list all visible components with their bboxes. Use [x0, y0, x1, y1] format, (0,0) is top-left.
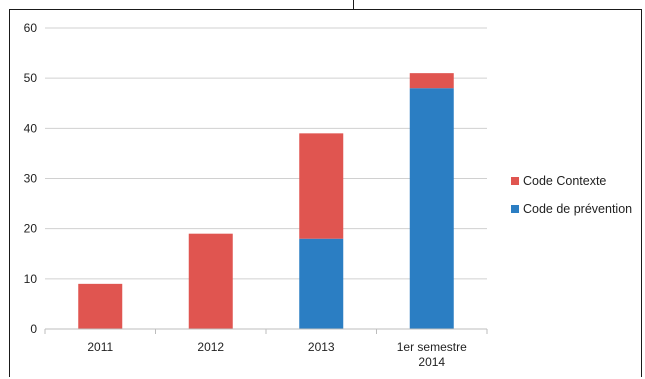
legend-label: Code de prévention [523, 202, 632, 216]
legend-swatch [511, 205, 519, 213]
y-axis: 0 10 20 30 40 50 60 [24, 21, 38, 336]
bar-segment [299, 133, 344, 239]
x-tick-label: 2014 [418, 355, 445, 369]
x-tick-label: 2012 [197, 340, 224, 354]
y-tick-label: 20 [24, 222, 38, 236]
legend-label: Code Contexte [523, 174, 606, 188]
y-tick-label: 10 [24, 272, 38, 286]
bars [78, 73, 454, 329]
x-tick-label: 2013 [308, 340, 335, 354]
x-tick-label: 1er semestre [397, 340, 467, 354]
y-tick-label: 60 [24, 21, 38, 35]
x-tick-label: 2011 [87, 340, 113, 354]
bar-segment [299, 238, 344, 329]
bar-segment [409, 73, 454, 89]
y-tick-label: 0 [30, 322, 37, 336]
top-tick-mark [353, 0, 354, 10]
legend-swatch [511, 177, 519, 185]
y-tick-label: 50 [24, 71, 38, 85]
y-tick-label: 40 [24, 121, 38, 135]
bar-segment [188, 233, 233, 329]
bar-segment [409, 88, 454, 329]
y-tick-label: 30 [24, 172, 38, 186]
chart-frame [9, 9, 642, 377]
legend: Code Contexte Code de prévention [511, 174, 632, 216]
bar-segment [78, 283, 123, 329]
